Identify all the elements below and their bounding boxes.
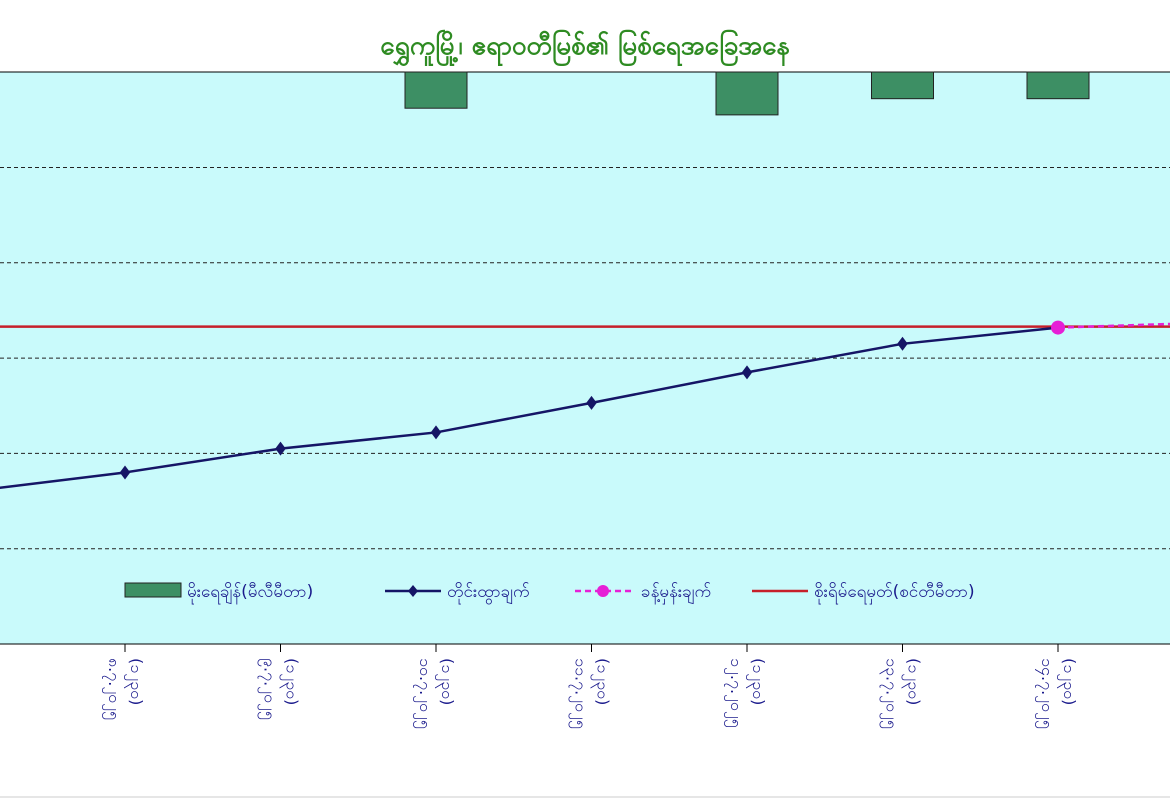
observed-line (0, 326, 1059, 490)
x-tick-label-line: (၁၂၃၀) (280, 658, 302, 705)
x-tick-label: ၉.၇.၂၀၂၅ (၁၂၃၀) (258, 658, 302, 720)
legend-marker-forecast (597, 585, 609, 597)
x-tick-label-line: ၁၁.၇.၂၀၂၅ (569, 658, 591, 729)
plot-area (0, 71, 1170, 645)
legend: မိုးရေချိန်(မီလီမီတာ) တိုင်းထွာချက် ခန့်မှ… (124, 582, 975, 605)
legend-label-danger: စိုးရိမ်ရေမှတ်(စင်တီမီတာ) (814, 582, 975, 605)
legend-label-forecast: ခန့်မှန်းချက် (641, 582, 711, 605)
rainfall-bar (871, 71, 934, 100)
x-tick-label-line: (၁၂၃၀) (591, 658, 613, 705)
observed-point (586, 395, 597, 410)
x-tick-label: ၁၂.၇.၂၀၂၅ (၁၂၃၀) (724, 658, 768, 728)
x-tick-label: ၁၁.၇.၂၀၂၅ (၁၂၃၀) (569, 658, 613, 729)
x-tick-label-line: ၁၂.၇.၂၀၂၅ (724, 658, 746, 728)
x-tick-label-line: ၁၃.၇.၂၀၂၅ (880, 658, 902, 729)
observed-point (119, 465, 131, 480)
x-axis: ၂၀၂၅၈.၇.၂၀၂၅(၁၂၃၀)၉.၇.၂၀၂၅(၁၂၃၀)၁၀.၇.၂၀၂… (0, 644, 1170, 798)
x-tick-label: ၁၀.၇.၂၀၂၅ (၁၂၃၀) (413, 658, 457, 729)
rainfall-bar (404, 71, 468, 109)
observed-point (897, 336, 908, 351)
x-tick-label-line: ၉.၇.၂၀၂၅ (258, 658, 280, 720)
observed-point (741, 365, 753, 380)
x-tick-label-line: (၁၂၃၀) (1057, 658, 1079, 705)
legend-marker-observed (408, 585, 418, 597)
x-tick-label: ၈.၇.၂၀၂၅ (၁၂၃၀) (102, 658, 146, 720)
chart-title: ရွှေကူမြို့၊ ဧရာဝတီမြစ်၏ မြစ်ရေအခြေအနေ (380, 28, 789, 67)
rainfall-bar (1026, 71, 1090, 100)
observed-point (430, 425, 442, 440)
observed-point (275, 441, 286, 456)
x-tick-label-line: ၁၀.၇.၂၀၂၅ (413, 658, 435, 729)
forecast-point (1051, 320, 1065, 335)
x-tick-label: ၁၃.၇.၂၀၂၅ (၁၂၃၀) (880, 658, 924, 729)
legend-label-observed: တိုင်းထွာချက် (447, 582, 530, 605)
x-tick-label-line: (၁၂၃၀) (435, 658, 457, 705)
x-tick-label-line: (၁၂၃၀) (902, 658, 924, 705)
x-tick-label-line: ၈.၇.၂၀၂၅ (102, 658, 124, 720)
legend-label-rainfall: မိုးရေချိန်(မီလီမီတာ) (187, 582, 313, 605)
x-tick-label-line: (၁၂၃၀) (124, 658, 146, 705)
x-tick-label: ၁၄.၇.၂၀၂၅ (၁၂၃၀) (1035, 658, 1079, 729)
rainfall-bar (715, 71, 779, 116)
legend-swatch-rainfall (124, 582, 182, 598)
x-tick-label-line: ၁၄.၇.၂၀၂၅ (1035, 658, 1057, 729)
x-tick-label-line: (၁၂၃၀) (746, 658, 768, 705)
